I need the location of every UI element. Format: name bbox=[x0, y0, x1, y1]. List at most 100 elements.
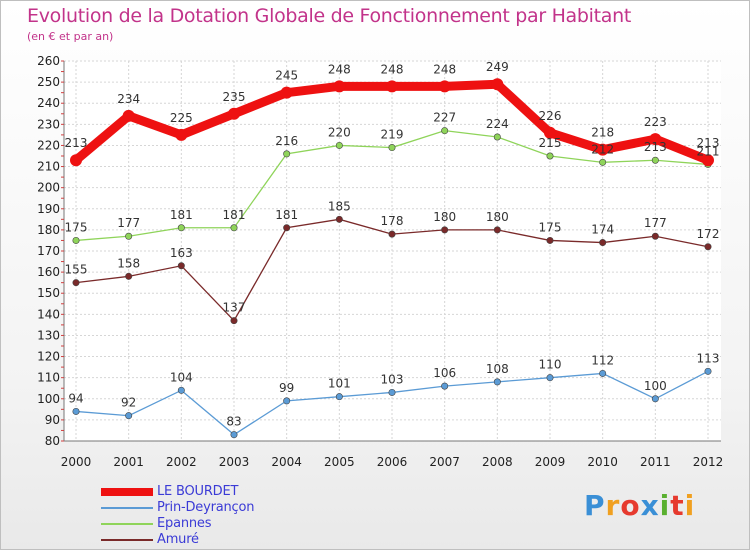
data-label-le-bourdet: 213 bbox=[65, 136, 88, 150]
data-label-epannes: 181 bbox=[170, 208, 193, 222]
data-point-le-bourdet bbox=[280, 86, 293, 99]
data-point-epannes bbox=[546, 152, 554, 160]
data-point-epannes bbox=[335, 141, 343, 149]
data-label-le-bourdet: 223 bbox=[644, 115, 667, 129]
data-point-amur- bbox=[72, 279, 80, 287]
data-label-epannes: 213 bbox=[644, 140, 667, 154]
data-point-prin-deyran-on bbox=[599, 369, 607, 377]
x-tick-label: 2012 bbox=[693, 455, 724, 469]
data-label-prin-deyran-on: 110 bbox=[539, 358, 562, 372]
x-tick-label: 2011 bbox=[640, 455, 671, 469]
chart-title: Evolution de la Dotation Globale de Fonc… bbox=[27, 5, 632, 27]
data-point-prin-deyran-on bbox=[283, 397, 291, 405]
logo-letter: o bbox=[620, 489, 641, 522]
data-label-amur-: 180 bbox=[433, 210, 456, 224]
x-tick-label: 2009 bbox=[535, 455, 566, 469]
data-label-epannes: 175 bbox=[65, 220, 88, 234]
y-tick-label: 80 bbox=[45, 434, 60, 448]
data-label-prin-deyran-on: 113 bbox=[697, 351, 720, 365]
data-point-le-bourdet bbox=[438, 80, 451, 93]
legend-label: Prin-Deyrançon bbox=[157, 500, 255, 515]
data-point-prin-deyran-on bbox=[704, 367, 712, 375]
data-point-amur- bbox=[177, 262, 185, 270]
legend-swatch bbox=[101, 523, 153, 525]
x-tick-label: 2010 bbox=[587, 455, 618, 469]
data-point-le-bourdet bbox=[544, 126, 556, 139]
data-point-prin-deyran-on bbox=[388, 388, 396, 396]
data-label-amur-: 180 bbox=[486, 210, 509, 224]
data-point-amur- bbox=[546, 236, 554, 244]
proxiti-logo: Proxiti bbox=[584, 489, 695, 522]
y-tick-label: 100 bbox=[37, 392, 60, 406]
series-lines bbox=[70, 78, 714, 439]
y-tick-label: 260 bbox=[37, 54, 60, 68]
data-point-prin-deyran-on bbox=[177, 386, 185, 394]
data-point-prin-deyran-on bbox=[72, 407, 80, 415]
legend-label: LE BOURDET bbox=[157, 484, 239, 499]
data-label-le-bourdet: 235 bbox=[223, 90, 246, 104]
logo-letter: i bbox=[684, 489, 696, 522]
data-point-le-bourdet bbox=[333, 80, 346, 93]
data-point-amur- bbox=[230, 317, 238, 325]
legend: LE BOURDET Prin-Deyrançon Epannes Amuré bbox=[101, 484, 361, 548]
data-label-prin-deyran-on: 104 bbox=[170, 370, 193, 384]
data-point-le-bourdet bbox=[649, 133, 662, 146]
data-label-amur-: 185 bbox=[328, 199, 351, 213]
data-point-epannes bbox=[493, 133, 501, 141]
y-tick-label: 140 bbox=[37, 307, 60, 321]
data-label-prin-deyran-on: 106 bbox=[433, 366, 456, 380]
y-tick-label: 130 bbox=[37, 328, 60, 342]
data-point-prin-deyran-on bbox=[546, 374, 554, 382]
data-label-prin-deyran-on: 108 bbox=[486, 362, 509, 376]
data-label-le-bourdet: 248 bbox=[328, 62, 351, 76]
x-tick-label: 2006 bbox=[377, 455, 408, 469]
legend-item: LE BOURDET bbox=[101, 484, 361, 500]
y-tick-label: 170 bbox=[37, 244, 60, 258]
y-tick-label: 90 bbox=[45, 413, 60, 427]
data-point-prin-deyran-on bbox=[125, 412, 133, 420]
data-label-prin-deyran-on: 100 bbox=[644, 379, 667, 393]
data-point-epannes bbox=[283, 150, 291, 158]
y-tick-label: 210 bbox=[37, 160, 60, 174]
data-label-prin-deyran-on: 92 bbox=[121, 396, 136, 410]
data-point-amur- bbox=[441, 226, 449, 234]
legend-swatch bbox=[101, 507, 153, 509]
x-tick-label: 2002 bbox=[166, 455, 197, 469]
data-label-amur-: 155 bbox=[65, 263, 88, 277]
y-tick-label: 160 bbox=[37, 265, 60, 279]
data-label-le-bourdet: 249 bbox=[486, 60, 509, 74]
data-point-amur- bbox=[388, 230, 396, 238]
data-point-epannes bbox=[388, 144, 396, 152]
data-point-amur- bbox=[651, 232, 659, 240]
data-point-le-bourdet bbox=[702, 154, 714, 167]
logo-letter: r bbox=[605, 489, 621, 522]
data-point-le-bourdet bbox=[70, 154, 82, 167]
y-tick-label: 110 bbox=[37, 371, 60, 385]
data-label-le-bourdet: 218 bbox=[591, 126, 614, 140]
data-label-epannes: 220 bbox=[328, 125, 351, 139]
data-label-epannes: 219 bbox=[381, 128, 404, 142]
data-label-amur-: 163 bbox=[170, 246, 193, 260]
data-point-epannes bbox=[177, 224, 185, 232]
data-label-epannes: 216 bbox=[275, 134, 298, 148]
data-label-le-bourdet: 245 bbox=[275, 69, 298, 83]
data-point-le-bourdet bbox=[175, 128, 188, 141]
data-label-amur-: 178 bbox=[381, 214, 404, 228]
legend-label: Epannes bbox=[157, 516, 212, 531]
y-tick-label: 220 bbox=[37, 138, 60, 152]
y-tick-label: 120 bbox=[37, 350, 60, 364]
legend-item: Prin-Deyrançon bbox=[101, 500, 361, 516]
logo-letter: x bbox=[640, 489, 660, 522]
data-label-epannes: 215 bbox=[539, 136, 562, 150]
data-point-epannes bbox=[125, 232, 133, 240]
x-tick-label: 2004 bbox=[271, 455, 302, 469]
y-tick-label: 200 bbox=[37, 181, 60, 195]
data-label-epannes: 227 bbox=[433, 111, 456, 125]
data-label-amur-: 177 bbox=[644, 216, 667, 230]
data-label-le-bourdet: 225 bbox=[170, 111, 193, 125]
data-point-prin-deyran-on bbox=[441, 382, 449, 390]
data-point-le-bourdet bbox=[491, 78, 504, 91]
logo-letter: i bbox=[659, 489, 671, 522]
data-label-amur-: 172 bbox=[697, 227, 720, 241]
data-label-prin-deyran-on: 103 bbox=[381, 372, 404, 386]
